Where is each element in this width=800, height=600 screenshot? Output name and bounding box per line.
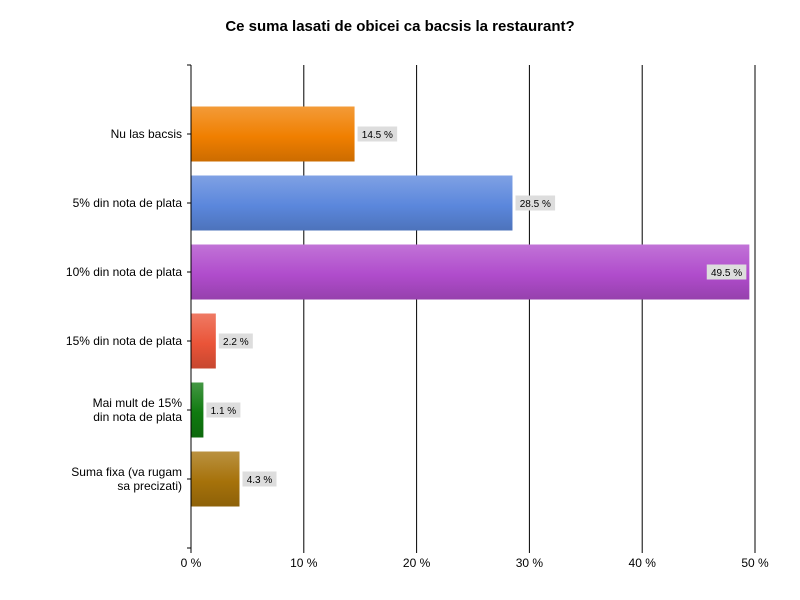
axes	[187, 64, 756, 553]
chart-title: Ce suma lasati de obicei ca bacsis la re…	[225, 18, 575, 35]
x-tick-label: 50 %	[741, 556, 769, 570]
data-label: 14.5 %	[362, 130, 393, 141]
labels: 0 % 10 % 20 % 30 % 40 % 50 % Nu las bacsis 14.5…	[66, 126, 769, 570]
data-label: 4.3 %	[247, 475, 273, 486]
grid-lines	[303, 65, 756, 548]
data-label-background	[218, 333, 253, 349]
x-tick-label: 0 %	[181, 556, 202, 570]
data-label-background	[242, 471, 277, 487]
category-label: Nu las bacsis	[111, 127, 182, 141]
data-label-background	[357, 126, 398, 142]
category-label: 15% din nota de plata	[66, 334, 182, 348]
data-label: 28.5 %	[520, 199, 551, 210]
data-label-background	[706, 264, 747, 280]
x-tick-label: 30 %	[516, 556, 544, 570]
x-tick-label: 20 %	[403, 556, 431, 570]
category-label: 10% din nota de plata	[66, 265, 182, 279]
bar	[191, 382, 204, 438]
bars	[191, 106, 750, 507]
category-label: Suma fixa (va rugam sa precizati)	[71, 465, 182, 493]
data-label-background	[206, 402, 241, 418]
category-label: Mai mult de 15% din nota de plata	[93, 396, 183, 424]
data-label: 1.1 %	[211, 406, 237, 417]
data-label: 2.2 %	[223, 337, 249, 348]
data-label: 49.5 %	[711, 268, 742, 279]
x-tick-label: 40 %	[629, 556, 657, 570]
bar	[191, 175, 513, 231]
bar	[191, 106, 355, 162]
x-tick-label: 10 %	[290, 556, 318, 570]
category-label: 5% din nota de plata	[73, 196, 183, 210]
data-label-background	[515, 195, 556, 211]
bar	[191, 313, 216, 369]
bar	[191, 451, 240, 507]
bar	[191, 244, 750, 300]
